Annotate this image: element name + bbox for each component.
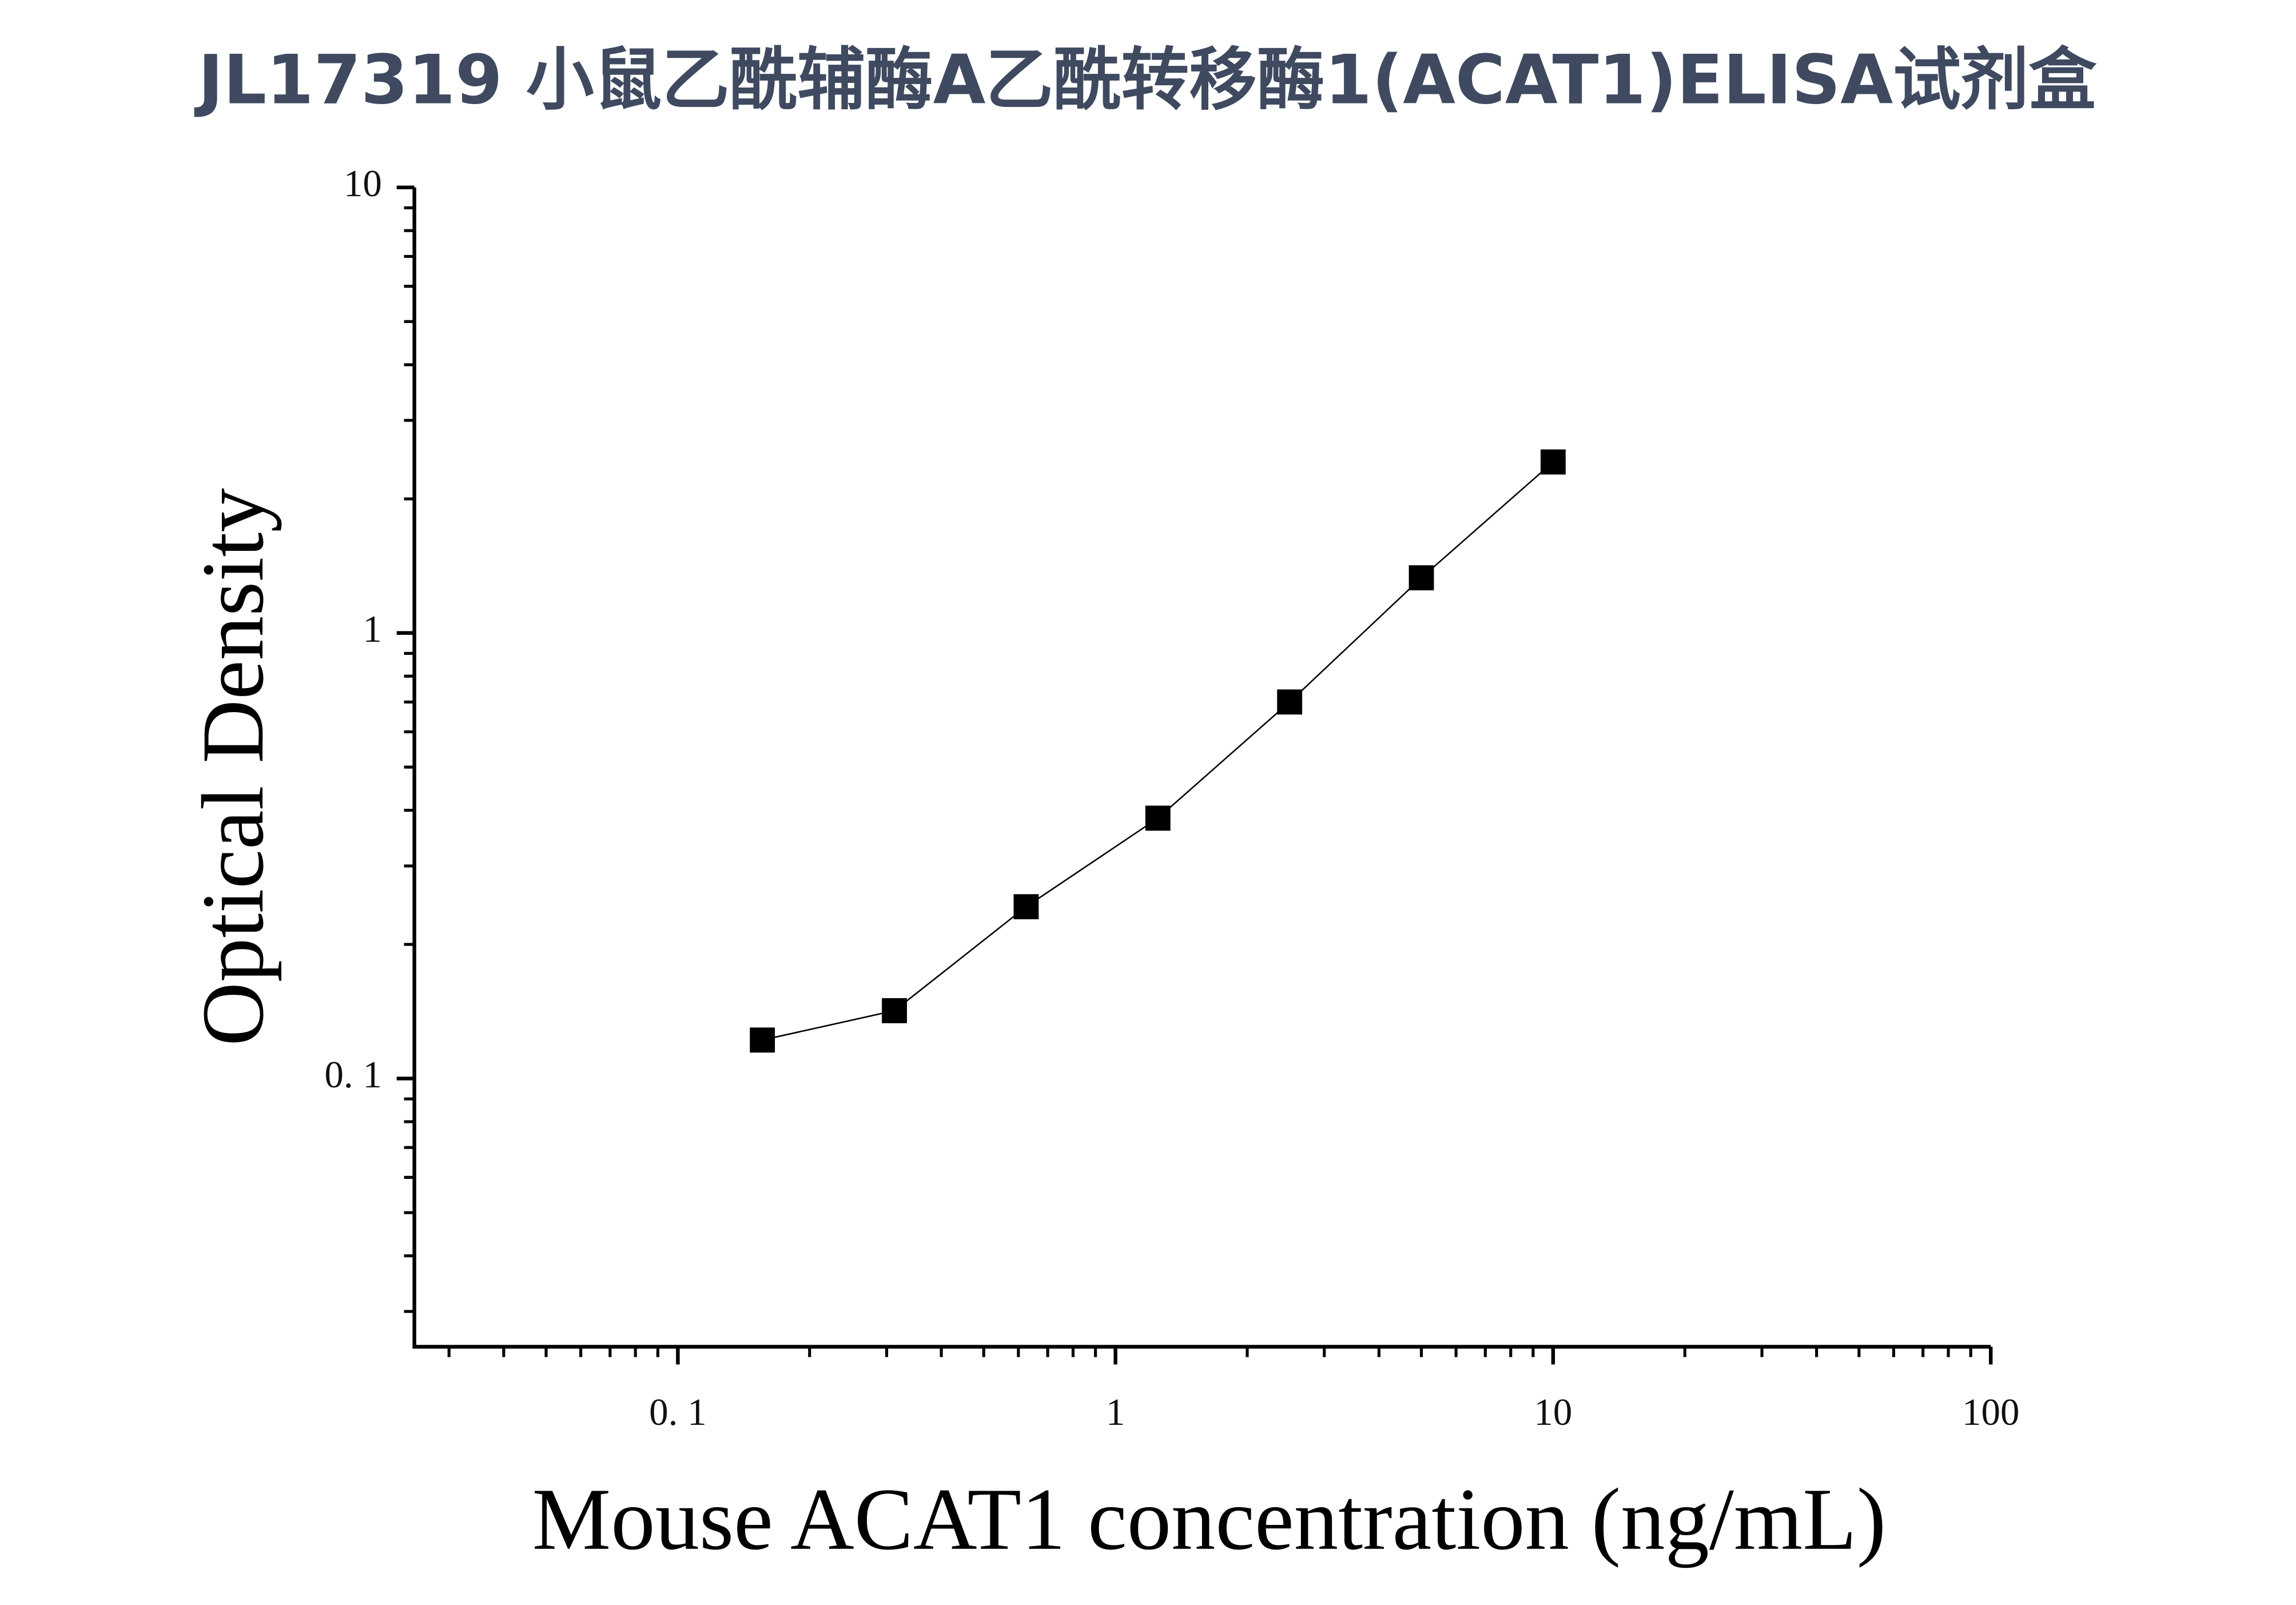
data-point [1145,805,1171,831]
data-point [1013,894,1039,920]
x-tick-label: 100 [1962,1391,2020,1433]
data-point [882,998,907,1023]
y-axis-label: Optical Density [184,488,282,1046]
chart-title: JL17319 小鼠乙酰辅酶A乙酰转移酶1(ACAT1)ELISA试剂盒 [194,41,2096,120]
fit-curve [762,461,1554,1041]
x-axis-label: Mouse ACAT1 concentration (ng/mL) [532,1471,1887,1568]
y-tick-label: 1 [363,607,382,650]
y-tick-label: 10 [344,162,382,205]
x-tick-label: 10 [1534,1391,1572,1433]
x-tick-label: 0. 1 [649,1391,707,1433]
y-tick-label: 0. 1 [324,1053,382,1096]
data-point [1541,449,1566,475]
axis-frame [412,187,1991,1349]
x-tick-label: 1 [1106,1391,1125,1433]
data-point [750,1027,775,1053]
data-point [1277,689,1303,715]
data-point [1408,565,1434,591]
